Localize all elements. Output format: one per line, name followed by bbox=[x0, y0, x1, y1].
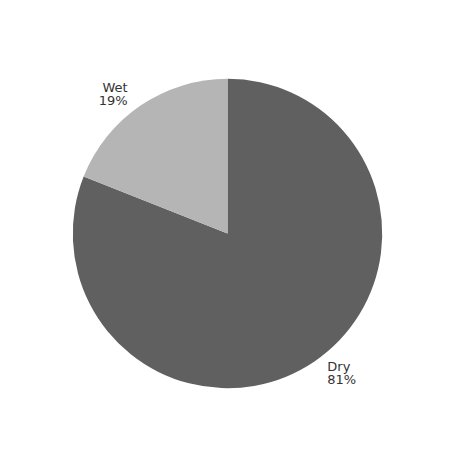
svg-text:Wet: Wet bbox=[102, 80, 128, 95]
svg-text:81%: 81% bbox=[327, 372, 356, 387]
svg-text:19%: 19% bbox=[99, 93, 128, 108]
svg-text:Dry: Dry bbox=[327, 359, 351, 374]
